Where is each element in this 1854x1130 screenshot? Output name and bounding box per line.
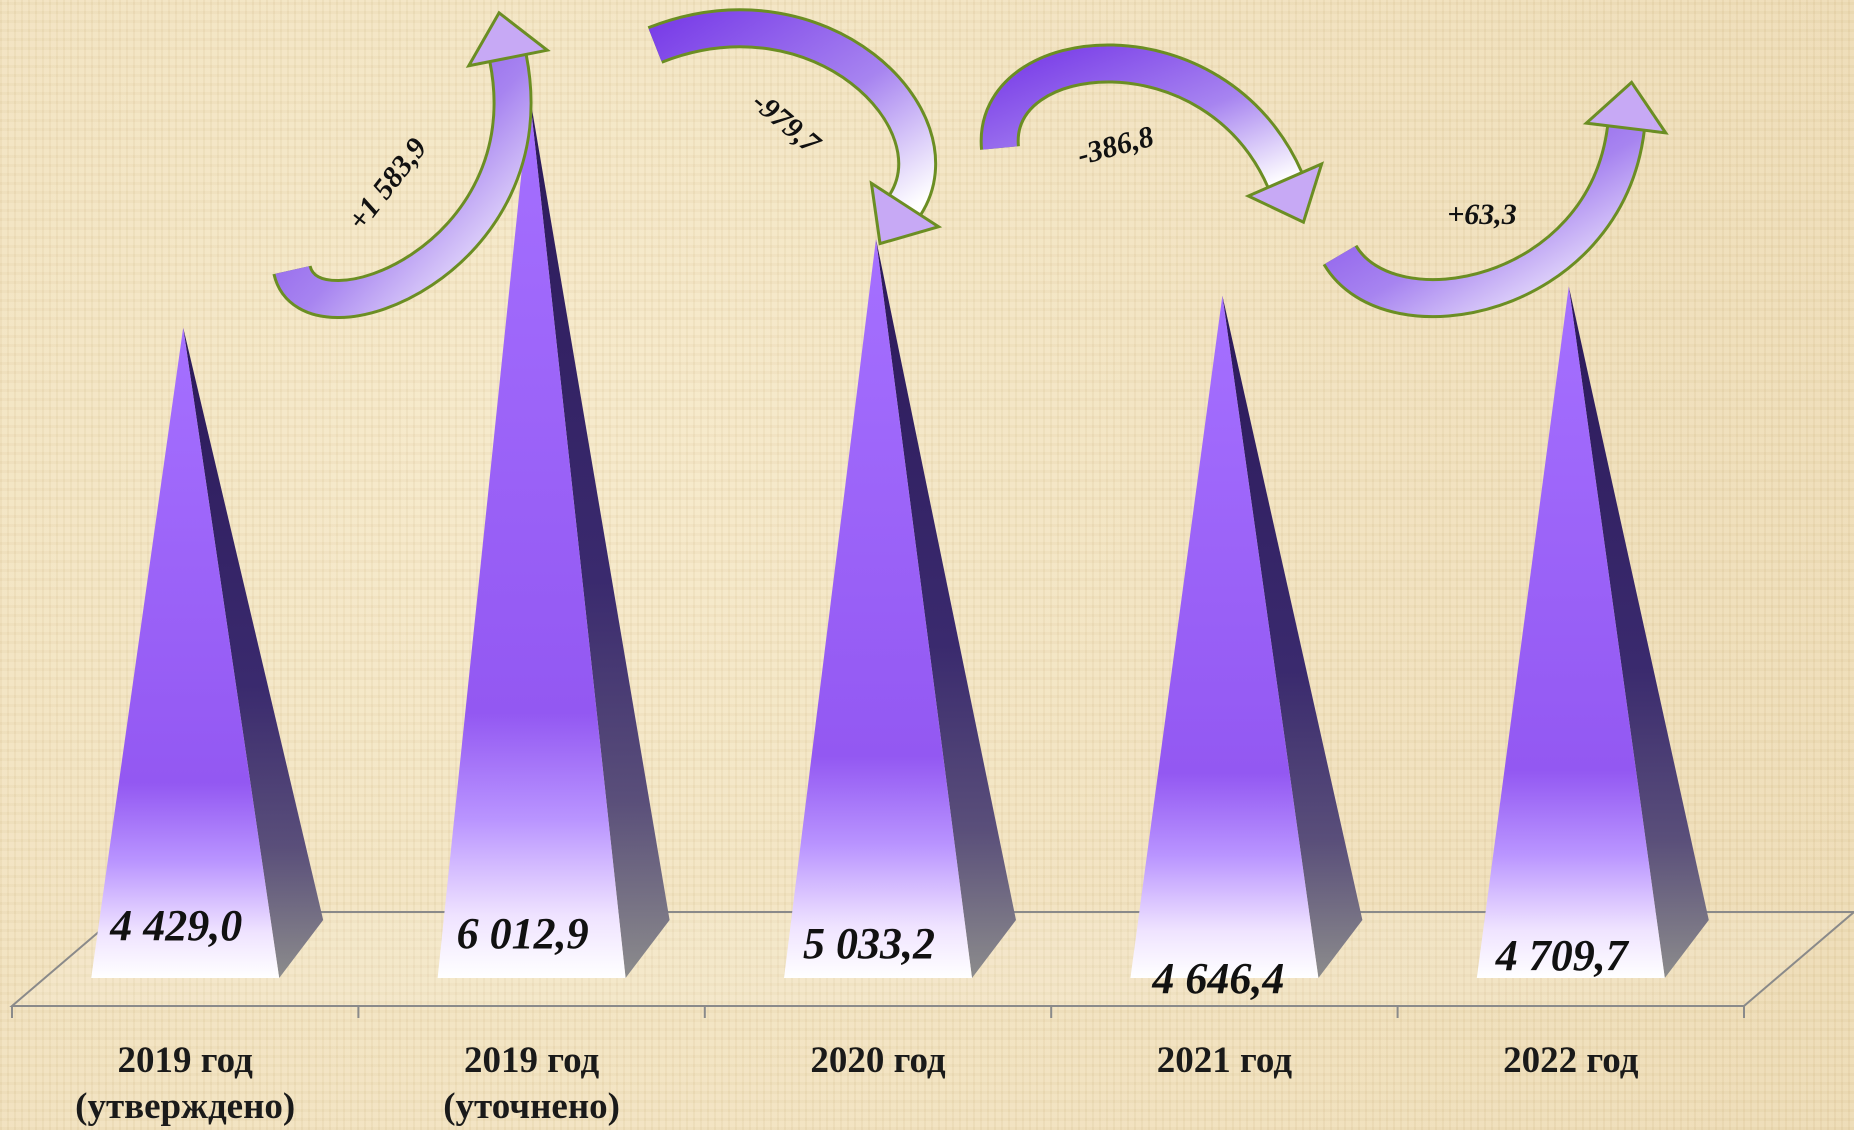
pyramid-front-face	[437, 95, 626, 978]
change-label: -979,7	[746, 85, 827, 161]
pyramid-side-face	[529, 95, 670, 978]
pyramid-side-face	[876, 238, 1016, 978]
pyramid-bar	[1476, 286, 1709, 979]
value-labels: 4 429,0 6 012,9 5 033,2 4 646,4 4 709,7	[109, 901, 1630, 1003]
pyramid-bar	[437, 95, 670, 978]
arrow-down-head-icon	[1244, 161, 1325, 225]
change-arrow: +1 583,9	[272, 10, 551, 320]
arrow-body	[982, 46, 1301, 188]
value-label: 4 709,7	[1495, 931, 1630, 980]
change-arrow: -979,7	[647, 8, 943, 246]
change-label: -386,8	[1074, 120, 1157, 172]
arrow-up-head-icon	[465, 10, 551, 68]
pyramid-front-face	[784, 238, 972, 978]
change-arrows: +1 583,9 -979,7 -386,8 +63,3	[272, 8, 1669, 320]
pyramid-front-face	[1476, 286, 1665, 979]
arrow-up-head-icon	[1582, 80, 1669, 135]
change-label: +1 583,9	[342, 132, 434, 237]
value-label: 4 429,0	[109, 901, 242, 950]
arrow-body	[275, 54, 530, 317]
pyramid-side-face	[183, 327, 324, 979]
value-label: 4 646,4	[1151, 954, 1284, 1003]
category-label: 2020 год	[810, 1040, 946, 1081]
pyramid-side-face	[1222, 295, 1363, 978]
pyramid-front-face	[1130, 295, 1319, 978]
value-label: 6 012,9	[457, 909, 589, 958]
x-axis-ticks	[11, 1006, 1745, 1018]
pyramid-front-face	[91, 327, 280, 979]
category-label: 2022 год	[1503, 1040, 1639, 1081]
pyramid-bar	[1130, 295, 1363, 978]
arrow-body	[648, 11, 935, 215]
pyramid-side-face	[1568, 286, 1709, 979]
category-label: 2019 год (утверждено)	[75, 1040, 295, 1127]
category-label: 2021 год	[1157, 1040, 1293, 1081]
change-arrow: -386,8	[979, 43, 1325, 225]
arrow-down-head-icon	[869, 180, 943, 246]
pyramid-bar	[91, 327, 324, 979]
category-labels: 2019 год (утверждено) 2019 год (уточнено) 20…	[75, 1040, 1639, 1127]
value-label: 5 033,2	[803, 919, 935, 968]
category-label: 2019 год (уточнено)	[443, 1040, 620, 1127]
arrow-body	[1325, 125, 1643, 316]
pyramid-bar	[784, 238, 1016, 978]
change-arrow: +63,3	[1322, 80, 1669, 319]
change-label: +63,3	[1447, 198, 1517, 231]
pyramid-marks	[91, 95, 1709, 979]
